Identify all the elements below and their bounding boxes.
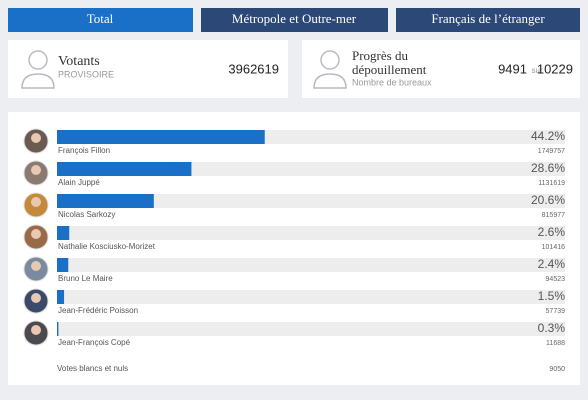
votes-label: 57739 <box>546 308 566 315</box>
summary-separator: sur <box>531 66 542 75</box>
percent-label: 0.3% <box>538 321 566 335</box>
bar <box>57 290 65 304</box>
votes-label: 101416 <box>542 244 565 251</box>
candidate-name: Alain Juppé <box>58 178 100 187</box>
avatar-face <box>31 133 41 143</box>
tab-label[interactable]: Français de l’étranger <box>431 11 545 26</box>
bar <box>57 226 70 240</box>
votes-label: 1749757 <box>538 148 565 155</box>
bar-track <box>57 258 565 272</box>
bar <box>57 194 154 208</box>
percent-label: 1.5% <box>538 289 566 303</box>
percent-label: 44.2% <box>531 129 565 143</box>
summary-subtitle: Nombre de bureaux <box>352 77 432 87</box>
tab-label[interactable]: Total <box>87 11 114 26</box>
bar <box>57 322 59 336</box>
summary-title: Progrès du <box>352 48 408 63</box>
votes-label: 11688 <box>546 340 565 347</box>
summary-box <box>302 40 580 98</box>
percent-label: 2.6% <box>538 225 566 239</box>
tab-label[interactable]: Métropole et Outre-mer <box>232 11 357 26</box>
bar-track <box>57 194 565 208</box>
summary-title: dépouillement <box>352 62 427 77</box>
avatar-face <box>31 197 41 207</box>
avatar-face <box>31 261 41 271</box>
avatar-face <box>31 325 41 335</box>
percent-label: 20.6% <box>531 193 565 207</box>
candidate-name: Jean-François Copé <box>58 338 131 347</box>
avatar-face <box>31 229 41 239</box>
votes-label: 1131619 <box>538 180 565 187</box>
bar-track <box>57 290 565 304</box>
tab[interactable] <box>201 8 388 32</box>
bar <box>57 130 265 144</box>
results-panel <box>8 112 580 385</box>
candidate-name: François Fillon <box>58 146 110 155</box>
percent-label: 28.6% <box>531 161 565 175</box>
avatar-face <box>31 165 41 175</box>
percent-label: 2.4% <box>538 257 566 271</box>
candidate-name: Nicolas Sarkozy <box>58 210 115 219</box>
bar-track <box>57 226 565 240</box>
candidate-name: Bruno Le Maire <box>58 274 113 283</box>
blank-votes: 9050 <box>549 366 565 373</box>
tab-active[interactable] <box>8 8 193 32</box>
summary-value: 9491 <box>498 61 527 76</box>
bar <box>57 258 69 272</box>
summary-value: 3962619 <box>228 61 279 76</box>
candidate-name: Jean-Frédéric Poisson <box>58 306 138 315</box>
avatar-face <box>31 293 41 303</box>
summary-value: 10229 <box>537 61 573 76</box>
person-icon <box>21 50 55 89</box>
bar <box>57 162 192 176</box>
votes-label: 94523 <box>546 276 566 283</box>
votes-label: 815977 <box>542 212 565 219</box>
tab[interactable] <box>396 8 580 32</box>
candidate-name: Nathalie Kosciusko-Morizet <box>58 242 156 251</box>
person-icon <box>313 50 347 89</box>
summary-title: Votants <box>58 54 100 69</box>
summary-subtitle: PROVISOIRE <box>58 69 114 79</box>
bar-track <box>57 322 565 336</box>
results: François Fillon 44.2% 1749757 Alain Juppé 28… <box>23 128 566 373</box>
blank-label: Votes blancs et nuls <box>57 364 128 373</box>
